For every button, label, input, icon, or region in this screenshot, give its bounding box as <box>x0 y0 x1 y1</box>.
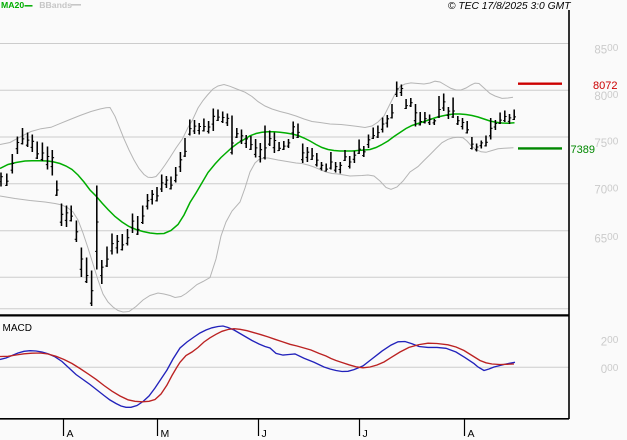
svg-text:200: 200 <box>601 335 619 348</box>
svg-text:A: A <box>67 428 74 440</box>
svg-text:7500: 7500 <box>594 137 618 150</box>
svg-text:J: J <box>262 428 267 440</box>
svg-text:7389: 7389 <box>571 144 595 156</box>
svg-text:© TEC 17/8/2025 3:0 GMT: © TEC 17/8/2025 3:0 GMT <box>448 1 571 12</box>
svg-text:8072: 8072 <box>593 80 617 92</box>
svg-text:BBands: BBands <box>39 0 72 10</box>
svg-text:8500: 8500 <box>594 43 618 56</box>
svg-text:000: 000 <box>601 363 619 376</box>
svg-text:M: M <box>161 428 170 440</box>
svg-text:6500: 6500 <box>594 232 618 245</box>
svg-text:7000: 7000 <box>594 184 618 197</box>
svg-text:J: J <box>363 428 368 440</box>
svg-text:MACD: MACD <box>3 323 32 334</box>
svg-text:MA20: MA20 <box>1 0 24 10</box>
svg-text:A: A <box>468 428 475 440</box>
svg-text:8000: 8000 <box>594 90 618 103</box>
